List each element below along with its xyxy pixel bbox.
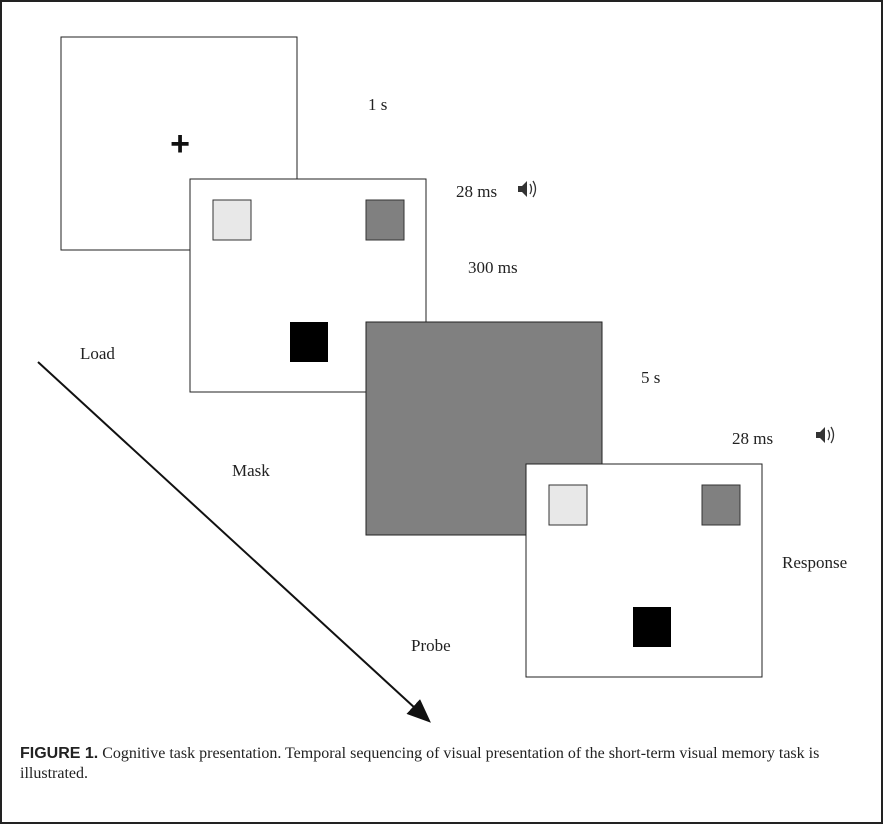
caption-box: FIGURE 1. Cognitive task presentation. T…	[20, 744, 865, 784]
caption-text: Cognitive task presentation. Temporal se…	[20, 745, 820, 782]
caption-label: FIGURE 1.	[20, 745, 99, 762]
timing: 28 ms	[732, 429, 773, 448]
square	[212, 199, 252, 241]
timing: 1 s	[368, 95, 387, 114]
square	[701, 484, 741, 526]
timing: 5 s	[641, 368, 660, 387]
square	[548, 484, 588, 526]
stage-label: Probe	[411, 636, 451, 655]
timing: 300 ms	[468, 258, 518, 277]
stage-label: Response	[782, 553, 847, 572]
stage-label: Mask	[232, 461, 270, 480]
fixation-cross: +	[170, 125, 190, 163]
square	[365, 199, 405, 241]
square	[290, 322, 328, 362]
stage-label: Load	[80, 344, 115, 363]
square	[633, 607, 671, 647]
caption: FIGURE 1. Cognitive task presentation. T…	[20, 744, 865, 784]
timing: 28 ms	[456, 182, 497, 201]
time-arrow	[37, 361, 431, 723]
